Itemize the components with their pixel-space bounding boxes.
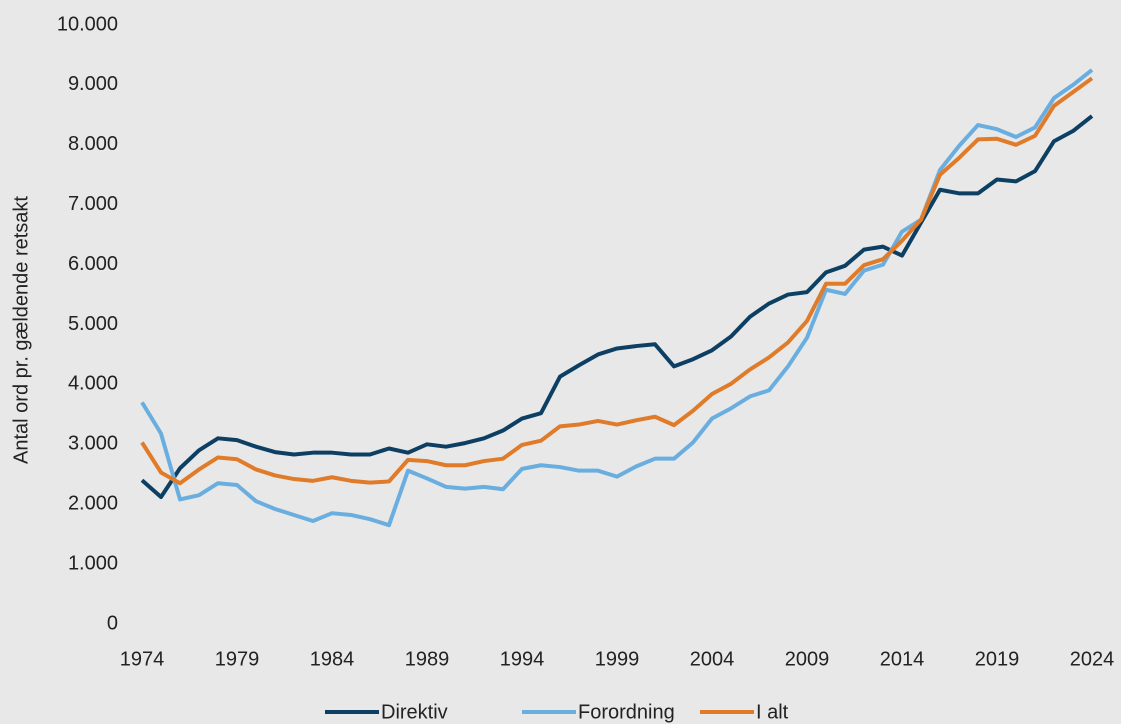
y-tick-label: 3.000 [68, 433, 118, 455]
y-axis-label: Antal ord pr. gældende retsakt [10, 196, 32, 464]
line-series [140, 114, 1094, 500]
x-tick-label: 2014 [880, 648, 925, 670]
y-tick-label: 6.000 [68, 253, 118, 275]
y-tick-label: 8.000 [68, 133, 118, 155]
legend-label: Direktiv [381, 701, 448, 723]
x-tick-label: 2009 [785, 648, 830, 670]
y-tick-label: 1.000 [68, 552, 118, 574]
y-tick-label: 10.000 [57, 13, 118, 35]
x-tick-label: 1979 [215, 648, 260, 670]
x-tick-label: 1974 [120, 648, 165, 670]
line-series [140, 76, 1094, 486]
y-tick-label: 0 [107, 612, 118, 634]
y-tick-label: 7.000 [68, 193, 118, 215]
x-tick-label: 2024 [1070, 648, 1115, 670]
x-tick-label: 1994 [500, 648, 545, 670]
y-tick-label: 4.000 [68, 373, 118, 395]
legend-label: I alt [756, 701, 789, 723]
y-tick-label: 9.000 [68, 73, 118, 95]
x-tick-label: 1999 [595, 648, 640, 670]
legend-label: Forordning [578, 701, 675, 723]
x-tick-label: 2004 [690, 648, 735, 670]
x-tick-label: 1989 [405, 648, 450, 670]
y-tick-label: 5.000 [68, 313, 118, 335]
y-tick-label: 2.000 [68, 492, 118, 514]
x-tick-label: 1984 [310, 648, 355, 670]
x-tick-label: 2019 [975, 648, 1020, 670]
